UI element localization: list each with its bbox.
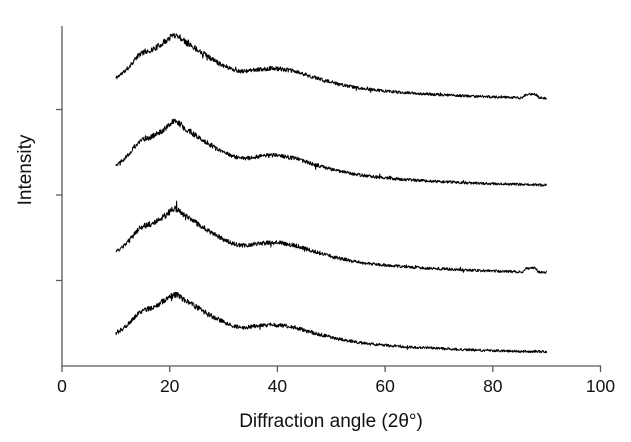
x-axis-title: Diffraction angle (2θ°) bbox=[239, 411, 423, 432]
x-tick-label-0: 0 bbox=[57, 376, 67, 396]
xrd-curve-1 bbox=[115, 33, 547, 100]
x-tick-label-20: 20 bbox=[160, 376, 180, 396]
x-tick-label-60: 60 bbox=[375, 376, 395, 396]
y-axis-title: Intensity bbox=[15, 134, 36, 206]
xrd-curve-4 bbox=[115, 291, 548, 354]
xrd-curve-2 bbox=[115, 118, 547, 187]
x-tick-label-80: 80 bbox=[483, 376, 503, 396]
x-tick-label-40: 40 bbox=[268, 376, 288, 396]
x-tick-label-100: 100 bbox=[586, 376, 615, 396]
xrd-curve-3 bbox=[115, 200, 547, 274]
